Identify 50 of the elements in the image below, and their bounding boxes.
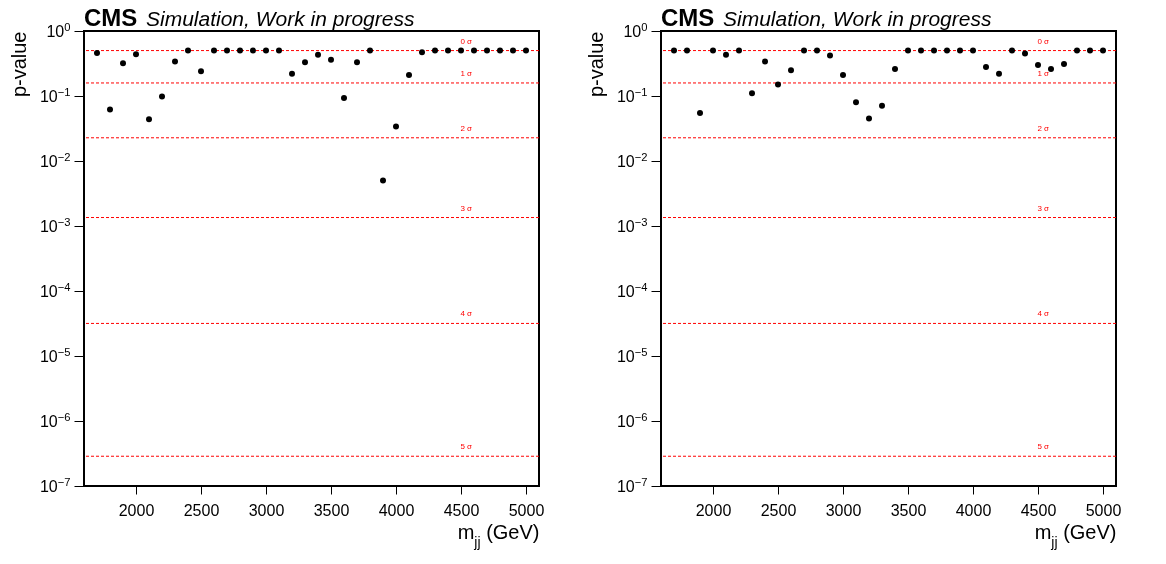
x-tick-label: 2000 xyxy=(695,501,732,519)
y-tick-label: 10$^{0}$ xyxy=(623,20,648,40)
y-tick-label: 10$^{−3}$ xyxy=(616,215,648,235)
y-tick-label: 10$^{−7}$ xyxy=(39,475,71,495)
y-axis-title: p-value xyxy=(585,31,608,98)
y-tick-label: 10$^{−5}$ xyxy=(616,345,648,365)
x-tick-label: 3500 xyxy=(313,501,350,519)
y-tick-label: 10$^{−2}$ xyxy=(39,150,71,170)
x-tick-label: 2000 xyxy=(118,501,155,519)
chart-title: CMS xyxy=(661,4,715,31)
ref-line-label: 1 σ xyxy=(1037,68,1050,78)
y-axis-title: p-value xyxy=(8,31,31,98)
ref-line-label: 3 σ xyxy=(1037,203,1050,213)
x-tick-label: 2500 xyxy=(760,501,797,519)
ref-line-label: 5 σ xyxy=(460,442,473,452)
ref-line-label: 1 σ xyxy=(460,68,473,78)
x-axis-title: m$_{jj}$ (GeV) xyxy=(1034,520,1117,550)
x-tick-label: 4500 xyxy=(1020,501,1057,519)
ref-line-label: 5 σ xyxy=(1037,442,1050,452)
chart-title: CMS xyxy=(84,4,138,31)
y-tick-label: 10$^{−1}$ xyxy=(39,85,71,105)
x-tick-label: 4000 xyxy=(955,501,992,519)
x-tick-label: 4500 xyxy=(443,501,480,519)
y-tick-label: 10$^{−4}$ xyxy=(39,280,71,300)
ref-line-label: 3 σ xyxy=(460,203,473,213)
x-tick-label: 3500 xyxy=(890,501,927,519)
ref-line-label: 0 σ xyxy=(460,36,473,46)
x-tick-label: 2500 xyxy=(183,501,220,519)
y-tick-label: 10$^{0}$ xyxy=(46,20,71,40)
x-axis-title: m$_{jj}$ (GeV) xyxy=(457,520,540,550)
x-tick-label: 4000 xyxy=(378,501,415,519)
y-tick-label: 10$^{−6}$ xyxy=(39,410,71,430)
ref-line-label: 2 σ xyxy=(460,123,473,133)
y-tick-label: 10$^{−5}$ xyxy=(39,345,71,365)
ref-line-label: 4 σ xyxy=(1037,309,1050,319)
ref-line-label: 0 σ xyxy=(1037,36,1050,46)
ref-line-label: 4 σ xyxy=(460,309,473,319)
y-tick-label: 10$^{−7}$ xyxy=(616,475,648,495)
chart-subtitle: Simulation, Work in progress xyxy=(723,7,992,30)
y-tick-label: 10$^{−1}$ xyxy=(616,85,648,105)
ref-line-label: 2 σ xyxy=(1037,123,1050,133)
x-tick-label: 3000 xyxy=(825,501,862,519)
y-tick-label: 10$^{−4}$ xyxy=(616,280,648,300)
x-tick-label: 5000 xyxy=(508,501,545,519)
x-tick-label: 3000 xyxy=(248,501,285,519)
x-tick-label: 5000 xyxy=(1085,501,1122,519)
chart-subtitle: Simulation, Work in progress xyxy=(146,7,415,30)
y-tick-label: 10$^{−6}$ xyxy=(616,410,648,430)
y-tick-label: 10$^{−2}$ xyxy=(616,150,648,170)
y-tick-label: 10$^{−3}$ xyxy=(39,215,71,235)
